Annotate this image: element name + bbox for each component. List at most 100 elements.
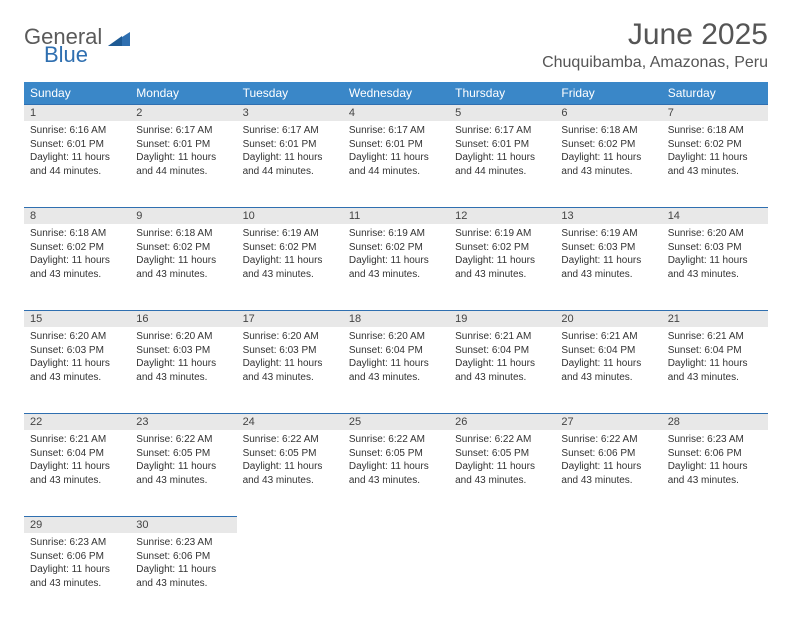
day-line: Sunrise: 6:20 AM (349, 330, 443, 344)
day-data: Sunrise: 6:20 AMSunset: 6:03 PMDaylight:… (237, 327, 343, 390)
day-line: and 43 minutes. (136, 577, 230, 591)
logo-word-blue: Blue (44, 42, 88, 67)
day-line: Daylight: 11 hours (349, 460, 443, 474)
day-line: and 44 minutes. (349, 165, 443, 179)
day-line: and 44 minutes. (243, 165, 337, 179)
day-data: Sunrise: 6:23 AMSunset: 6:06 PMDaylight:… (24, 533, 130, 596)
day-line: Sunset: 6:04 PM (30, 447, 124, 461)
day-line: and 43 minutes. (30, 474, 124, 488)
day-number: 12 (449, 207, 555, 224)
day-line: Sunset: 6:04 PM (561, 344, 655, 358)
weekday-header: Wednesday (343, 82, 449, 104)
day-data-cell: Sunrise: 6:20 AMSunset: 6:03 PMDaylight:… (237, 327, 343, 413)
day-line: and 43 minutes. (455, 371, 549, 385)
day-data: Sunrise: 6:20 AMSunset: 6:03 PMDaylight:… (662, 224, 768, 287)
day-data: Sunrise: 6:20 AMSunset: 6:03 PMDaylight:… (130, 327, 236, 390)
day-data-cell: Sunrise: 6:17 AMSunset: 6:01 PMDaylight:… (449, 121, 555, 207)
day-line: Sunset: 6:01 PM (349, 138, 443, 152)
day-line: Sunrise: 6:23 AM (136, 536, 230, 550)
location-text: Chuquibamba, Amazonas, Peru (542, 54, 768, 72)
day-num-cell: 3 (237, 104, 343, 121)
day-line: Daylight: 11 hours (561, 357, 655, 371)
day-data: Sunrise: 6:21 AMSunset: 6:04 PMDaylight:… (555, 327, 661, 390)
title-block: June 2025 Chuquibamba, Amazonas, Peru (542, 18, 768, 72)
calendar-table: SundayMondayTuesdayWednesdayThursdayFrid… (24, 82, 768, 619)
day-line: Sunrise: 6:22 AM (136, 433, 230, 447)
day-data-cell: Sunrise: 6:17 AMSunset: 6:01 PMDaylight:… (343, 121, 449, 207)
day-data-cell (662, 533, 768, 619)
day-num-cell: 23 (130, 413, 236, 430)
day-data: Sunrise: 6:18 AMSunset: 6:02 PMDaylight:… (555, 121, 661, 184)
day-number: 29 (24, 516, 130, 533)
day-num-cell: 28 (662, 413, 768, 430)
day-line: Sunset: 6:04 PM (349, 344, 443, 358)
day-number: 22 (24, 413, 130, 430)
day-line: Sunset: 6:05 PM (136, 447, 230, 461)
day-line: Sunrise: 6:18 AM (136, 227, 230, 241)
day-line: Sunrise: 6:23 AM (668, 433, 762, 447)
day-data: Sunrise: 6:19 AMSunset: 6:02 PMDaylight:… (449, 224, 555, 287)
day-data-cell: Sunrise: 6:21 AMSunset: 6:04 PMDaylight:… (24, 430, 130, 516)
day-line: and 43 minutes. (455, 474, 549, 488)
day-number: 13 (555, 207, 661, 224)
day-num-cell (237, 516, 343, 533)
day-number: 17 (237, 310, 343, 327)
day-line: Sunset: 6:02 PM (455, 241, 549, 255)
day-number: 24 (237, 413, 343, 430)
day-number: 21 (662, 310, 768, 327)
day-num-cell: 2 (130, 104, 236, 121)
day-line: and 43 minutes. (561, 371, 655, 385)
day-line: Daylight: 11 hours (349, 357, 443, 371)
day-data: Sunrise: 6:22 AMSunset: 6:06 PMDaylight:… (555, 430, 661, 493)
day-line: and 43 minutes. (349, 474, 443, 488)
day-data-cell: Sunrise: 6:21 AMSunset: 6:04 PMDaylight:… (662, 327, 768, 413)
day-number: 30 (130, 516, 236, 533)
day-line: Sunset: 6:02 PM (561, 138, 655, 152)
day-number: 5 (449, 104, 555, 121)
day-line: Sunrise: 6:23 AM (30, 536, 124, 550)
day-line: Daylight: 11 hours (30, 254, 124, 268)
day-line: and 43 minutes. (349, 371, 443, 385)
day-data-cell: Sunrise: 6:23 AMSunset: 6:06 PMDaylight:… (662, 430, 768, 516)
day-line: and 43 minutes. (668, 165, 762, 179)
day-data: Sunrise: 6:22 AMSunset: 6:05 PMDaylight:… (130, 430, 236, 493)
day-number: 20 (555, 310, 661, 327)
day-data-cell: Sunrise: 6:17 AMSunset: 6:01 PMDaylight:… (237, 121, 343, 207)
day-num-cell: 16 (130, 310, 236, 327)
day-number: 19 (449, 310, 555, 327)
day-line: Daylight: 11 hours (668, 357, 762, 371)
day-line: Daylight: 11 hours (668, 151, 762, 165)
day-num-cell: 8 (24, 207, 130, 224)
day-line: Sunset: 6:01 PM (243, 138, 337, 152)
day-line: Sunrise: 6:16 AM (30, 124, 124, 138)
day-line: and 43 minutes. (136, 268, 230, 282)
day-line: Sunrise: 6:19 AM (349, 227, 443, 241)
day-line: Daylight: 11 hours (136, 563, 230, 577)
day-number: 25 (343, 413, 449, 430)
day-num-cell: 7 (662, 104, 768, 121)
day-number: 10 (237, 207, 343, 224)
day-line: Sunset: 6:02 PM (668, 138, 762, 152)
weekday-header: Friday (555, 82, 661, 104)
day-num-cell: 21 (662, 310, 768, 327)
day-data: Sunrise: 6:17 AMSunset: 6:01 PMDaylight:… (449, 121, 555, 184)
day-data-cell: Sunrise: 6:23 AMSunset: 6:06 PMDaylight:… (24, 533, 130, 619)
day-line: and 43 minutes. (243, 268, 337, 282)
day-data-cell: Sunrise: 6:22 AMSunset: 6:05 PMDaylight:… (449, 430, 555, 516)
day-line: Sunrise: 6:22 AM (561, 433, 655, 447)
calendar-body: 1234567Sunrise: 6:16 AMSunset: 6:01 PMDa… (24, 104, 768, 619)
day-data-cell: Sunrise: 6:19 AMSunset: 6:02 PMDaylight:… (237, 224, 343, 310)
day-data-cell: Sunrise: 6:17 AMSunset: 6:01 PMDaylight:… (130, 121, 236, 207)
day-number: 1 (24, 104, 130, 121)
calendar-head: SundayMondayTuesdayWednesdayThursdayFrid… (24, 82, 768, 104)
day-num-cell: 18 (343, 310, 449, 327)
day-line: and 44 minutes. (136, 165, 230, 179)
day-data-cell: Sunrise: 6:18 AMSunset: 6:02 PMDaylight:… (130, 224, 236, 310)
day-line: Sunrise: 6:22 AM (349, 433, 443, 447)
day-data-cell: Sunrise: 6:20 AMSunset: 6:03 PMDaylight:… (24, 327, 130, 413)
day-line: Daylight: 11 hours (30, 460, 124, 474)
day-data: Sunrise: 6:17 AMSunset: 6:01 PMDaylight:… (130, 121, 236, 184)
day-data: Sunrise: 6:19 AMSunset: 6:02 PMDaylight:… (343, 224, 449, 287)
day-data-cell: Sunrise: 6:23 AMSunset: 6:06 PMDaylight:… (130, 533, 236, 619)
day-num-cell: 14 (662, 207, 768, 224)
